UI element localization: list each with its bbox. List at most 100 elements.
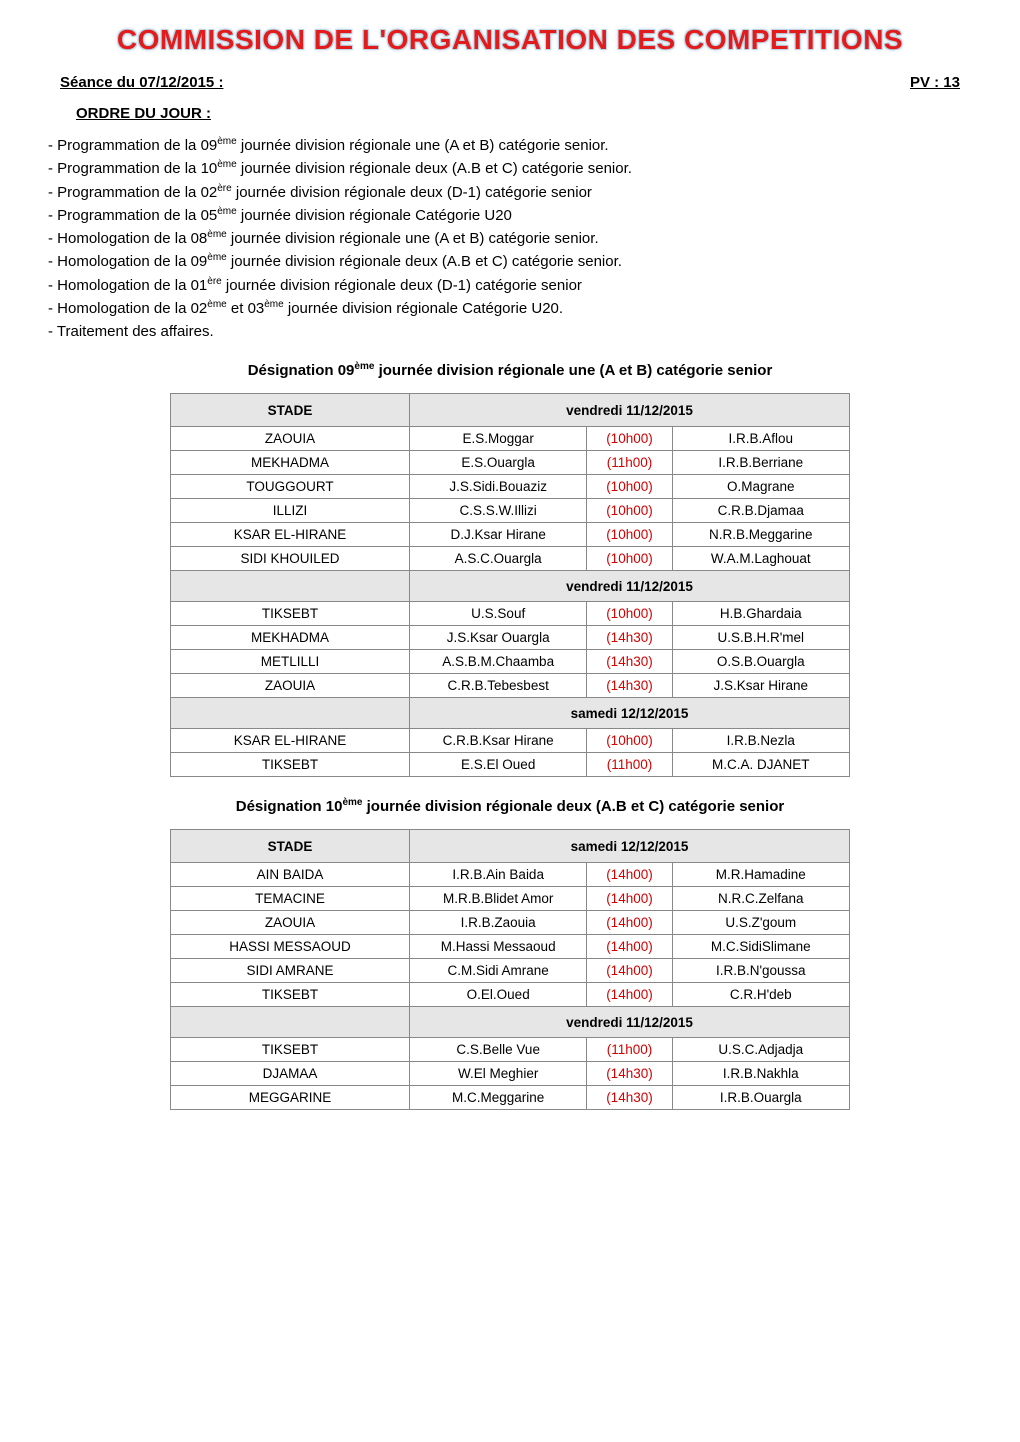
stade-cell: MEGGARINE — [171, 1086, 410, 1110]
time-cell: (10h00) — [587, 729, 672, 753]
stade-cell: HASSI MESSAOUD — [171, 935, 410, 959]
date-cell: vendredi 11/12/2015 — [409, 1007, 849, 1038]
time-cell: (14h00) — [587, 911, 672, 935]
away-team-cell: I.R.B.Nakhla — [672, 1062, 849, 1086]
time-cell: (10h00) — [587, 602, 672, 626]
away-team-cell: C.R.H'deb — [672, 983, 849, 1007]
away-team-cell: U.S.B.H.R'mel — [672, 626, 849, 650]
schedule-table-2: STADEsamedi 12/12/2015AIN BAIDAI.R.B.Ain… — [170, 829, 850, 1110]
match-row: MEGGARINEM.C.Meggarine(14h30)I.R.B.Ouarg… — [171, 1086, 850, 1110]
stade-cell: SIDI AMRANE — [171, 959, 410, 983]
empty-cell — [171, 1007, 410, 1038]
match-row: HASSI MESSAOUDM.Hassi Messaoud(14h00)M.C… — [171, 935, 850, 959]
stade-cell: DJAMAA — [171, 1062, 410, 1086]
match-row: TEMACINEM.R.B.Blidet Amor(14h00)N.R.C.Ze… — [171, 887, 850, 911]
away-team-cell: I.R.B.N'goussa — [672, 959, 849, 983]
home-team-cell: E.S.Moggar — [409, 427, 586, 451]
stade-cell: TIKSEBT — [171, 983, 410, 1007]
time-cell: (14h00) — [587, 959, 672, 983]
match-row: TIKSEBTC.S.Belle Vue(11h00)U.S.C.Adjadja — [171, 1038, 850, 1062]
home-team-cell: A.S.C.Ouargla — [409, 547, 586, 571]
stade-cell: KSAR EL-HIRANE — [171, 523, 410, 547]
match-row: KSAR EL-HIRANED.J.Ksar Hirane(10h00)N.R.… — [171, 523, 850, 547]
match-row: TIKSEBTO.El.Oued(14h00)C.R.H'deb — [171, 983, 850, 1007]
match-row: DJAMAAW.El Meghier(14h30)I.R.B.Nakhla — [171, 1062, 850, 1086]
home-team-cell: I.R.B.Ain Baida — [409, 863, 586, 887]
stade-cell: AIN BAIDA — [171, 863, 410, 887]
time-cell: (14h00) — [587, 887, 672, 911]
away-team-cell: H.B.Ghardaia — [672, 602, 849, 626]
col-header-stade: STADE — [171, 394, 410, 427]
away-team-cell: M.C.SidiSlimane — [672, 935, 849, 959]
bullet-item: - Homologation de la 08ème journée divis… — [48, 227, 972, 250]
bullet-list: - Programmation de la 09ème journée divi… — [48, 134, 972, 343]
home-team-cell: E.S.El Oued — [409, 753, 586, 777]
bullet-item: - Programmation de la 05ème journée divi… — [48, 204, 972, 227]
ordre-heading: ORDRE DU JOUR : — [76, 105, 972, 122]
stade-cell: TOUGGOURT — [171, 475, 410, 499]
stade-cell: TIKSEBT — [171, 1038, 410, 1062]
stade-cell: ZAOUIA — [171, 427, 410, 451]
away-team-cell: C.R.B.Djamaa — [672, 499, 849, 523]
match-row: ZAOUIAC.R.B.Tebesbest(14h30)J.S.Ksar Hir… — [171, 674, 850, 698]
stade-cell: MEKHADMA — [171, 626, 410, 650]
match-row: SIDI AMRANEC.M.Sidi Amrane(14h00)I.R.B.N… — [171, 959, 850, 983]
away-team-cell: N.R.C.Zelfana — [672, 887, 849, 911]
home-team-cell: J.S.Ksar Ouargla — [409, 626, 586, 650]
home-team-cell: C.S.S.W.Illizi — [409, 499, 586, 523]
schedule-table-1: STADEvendredi 11/12/2015ZAOUIAE.S.Moggar… — [170, 393, 850, 777]
home-team-cell: C.S.Belle Vue — [409, 1038, 586, 1062]
away-team-cell: U.S.Z'goum — [672, 911, 849, 935]
away-team-cell: I.R.B.Ouargla — [672, 1086, 849, 1110]
stade-cell: ILLIZI — [171, 499, 410, 523]
col-header-date: vendredi 11/12/2015 — [409, 394, 849, 427]
away-team-cell: M.C.A. DJANET — [672, 753, 849, 777]
bullet-item: - Programmation de la 10ème journée divi… — [48, 157, 972, 180]
away-team-cell: U.S.C.Adjadja — [672, 1038, 849, 1062]
section2-heading: Désignation 10ème journée division régio… — [48, 797, 972, 815]
match-row: TIKSEBTE.S.El Oued(11h00)M.C.A. DJANET — [171, 753, 850, 777]
time-cell: (11h00) — [587, 753, 672, 777]
date-cell: vendredi 11/12/2015 — [409, 571, 849, 602]
time-cell: (14h30) — [587, 650, 672, 674]
section1-heading: Désignation 09ème journée division régio… — [48, 361, 972, 379]
stade-cell: TEMACINE — [171, 887, 410, 911]
home-team-cell: O.El.Oued — [409, 983, 586, 1007]
match-row: KSAR EL-HIRANEC.R.B.Ksar Hirane(10h00)I.… — [171, 729, 850, 753]
col-header-stade: STADE — [171, 830, 410, 863]
bullet-item: - Programmation de la 02ère journée divi… — [48, 181, 972, 204]
match-row: ZAOUIAE.S.Moggar(10h00)I.R.B.Aflou — [171, 427, 850, 451]
bullet-item: - Programmation de la 09ème journée divi… — [48, 134, 972, 157]
stade-cell: METLILLI — [171, 650, 410, 674]
time-cell: (10h00) — [587, 427, 672, 451]
time-cell: (14h00) — [587, 935, 672, 959]
bullet-item: - Homologation de la 01ère journée divis… — [48, 274, 972, 297]
home-team-cell: E.S.Ouargla — [409, 451, 586, 475]
away-team-cell: I.R.B.Aflou — [672, 427, 849, 451]
stade-cell: ZAOUIA — [171, 911, 410, 935]
page-banner: COMMISSION DE L'ORGANISATION DES COMPETI… — [48, 24, 972, 56]
match-row: MEKHADMAE.S.Ouargla(11h00)I.R.B.Berriane — [171, 451, 850, 475]
time-cell: (14h30) — [587, 626, 672, 650]
empty-cell — [171, 571, 410, 602]
home-team-cell: U.S.Souf — [409, 602, 586, 626]
bullet-item: - Homologation de la 09ème journée divis… — [48, 250, 972, 273]
empty-cell — [171, 698, 410, 729]
match-row: TIKSEBTU.S.Souf(10h00)H.B.Ghardaia — [171, 602, 850, 626]
match-row: AIN BAIDAI.R.B.Ain Baida(14h00)M.R.Hamad… — [171, 863, 850, 887]
date-cell: samedi 12/12/2015 — [409, 698, 849, 729]
stade-cell: SIDI KHOUILED — [171, 547, 410, 571]
stade-cell: KSAR EL-HIRANE — [171, 729, 410, 753]
stade-cell: TIKSEBT — [171, 602, 410, 626]
time-cell: (10h00) — [587, 547, 672, 571]
match-row: TOUGGOURTJ.S.Sidi.Bouaziz(10h00)O.Magran… — [171, 475, 850, 499]
home-team-cell: C.M.Sidi Amrane — [409, 959, 586, 983]
away-team-cell: O.S.B.Ouargla — [672, 650, 849, 674]
time-cell: (14h30) — [587, 1086, 672, 1110]
home-team-cell: J.S.Sidi.Bouaziz — [409, 475, 586, 499]
time-cell: (11h00) — [587, 1038, 672, 1062]
time-cell: (14h30) — [587, 674, 672, 698]
stade-cell: ZAOUIA — [171, 674, 410, 698]
home-team-cell: C.R.B.Tebesbest — [409, 674, 586, 698]
time-cell: (11h00) — [587, 451, 672, 475]
